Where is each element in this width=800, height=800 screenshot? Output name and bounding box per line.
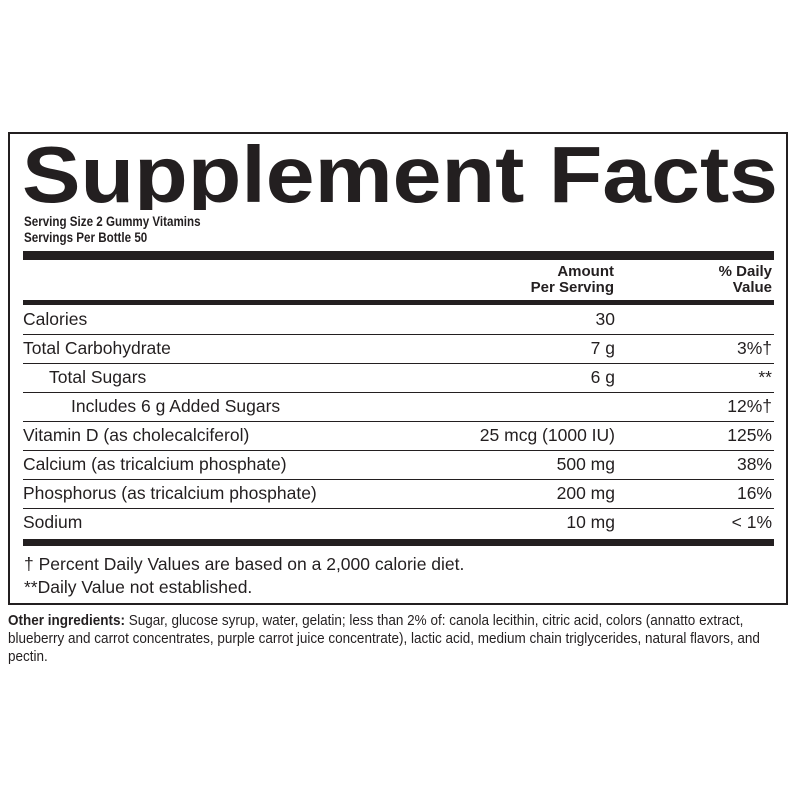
- nutrient-daily-value: 38%: [736, 454, 772, 474]
- nutrient-row: Total Sugars 6 g **: [23, 363, 774, 393]
- nutrient-name: Calories: [23, 309, 88, 329]
- footnote-not-established: **Daily Value not established.: [24, 577, 253, 597]
- nutrient-row: Includes 6 g Added Sugars 12%†: [23, 392, 774, 422]
- other-ingredients: Other ingredients: Sugar, glucose syrup,…: [8, 612, 791, 666]
- nutrient-row: Vitamin D (as cholecalciferol) 25 mcg (10…: [23, 421, 774, 451]
- nutrient-row: Calcium (as tricalcium phosphate) 500 mg 3…: [23, 450, 774, 480]
- thick-divider-bottom: [23, 539, 774, 546]
- nutrient-amount: 7 g: [590, 338, 615, 358]
- nutrient-name: Total Carbohydrate: [23, 338, 171, 358]
- dv-header-line1: % Daily: [718, 263, 772, 280]
- serving-size: Serving Size 2 Gummy Vitamins: [24, 214, 201, 229]
- thick-divider: [23, 251, 774, 260]
- nutrient-name: Phosphorus (as tricalcium phosphate): [23, 483, 317, 503]
- nutrient-amount: 10 mg: [566, 512, 615, 532]
- other-ingredients-label: Other ingredients:: [8, 612, 126, 629]
- nutrient-name: Calcium (as tricalcium phosphate): [23, 454, 287, 474]
- nutrient-row: Total Carbohydrate 7 g 3%†: [23, 334, 774, 364]
- nutrient-daily-value: 12%†: [727, 396, 772, 416]
- nutrient-daily-value: < 1%: [731, 512, 772, 532]
- medium-divider: [23, 300, 774, 305]
- nutrient-daily-value: 16%: [736, 483, 772, 503]
- supplement-facts-panel: Supplement Facts Serving Size 2 Gummy Vi…: [8, 132, 788, 605]
- panel-title: Supplement Facts: [22, 138, 778, 210]
- footnote-dv: † Percent Daily Values are based on a 2,…: [24, 554, 465, 574]
- nutrient-amount: 6 g: [590, 367, 615, 387]
- servings-per-container: Servings Per Bottle 50: [24, 230, 148, 245]
- nutrient-name: Total Sugars: [49, 367, 147, 387]
- nutrient-row: Sodium 10 mg < 1%: [23, 508, 774, 537]
- dv-header-line2: Value: [732, 279, 772, 296]
- amount-header-line1: Amount: [557, 263, 614, 280]
- nutrient-row: Calories 30: [23, 305, 774, 335]
- title-text: Supplement Facts: [22, 138, 778, 210]
- nutrient-row: Phosphorus (as tricalcium phosphate) 200 …: [23, 479, 774, 509]
- nutrient-name: Sodium: [23, 512, 83, 532]
- nutrient-daily-value: 3%†: [736, 338, 772, 358]
- nutrient-name: Vitamin D (as cholecalciferol): [23, 425, 250, 445]
- dv-header: % Daily Value: [719, 264, 772, 296]
- amount-header: Amount Per Serving: [531, 264, 614, 296]
- nutrient-amount: 25 mcg (1000 IU): [479, 425, 615, 445]
- nutrient-daily-value: 125%: [727, 425, 772, 445]
- other-ingredients-text: Sugar, glucose syrup, water, gelatin; le…: [8, 612, 760, 665]
- nutrient-amount: 200 mg: [556, 483, 615, 503]
- nutrient-daily-value: **: [758, 367, 772, 387]
- nutrient-name: Includes 6 g Added Sugars: [71, 396, 281, 416]
- nutrient-amount: 500 mg: [556, 454, 615, 474]
- nutrient-amount: 30: [595, 309, 615, 329]
- amount-header-line2: Per Serving: [530, 279, 614, 296]
